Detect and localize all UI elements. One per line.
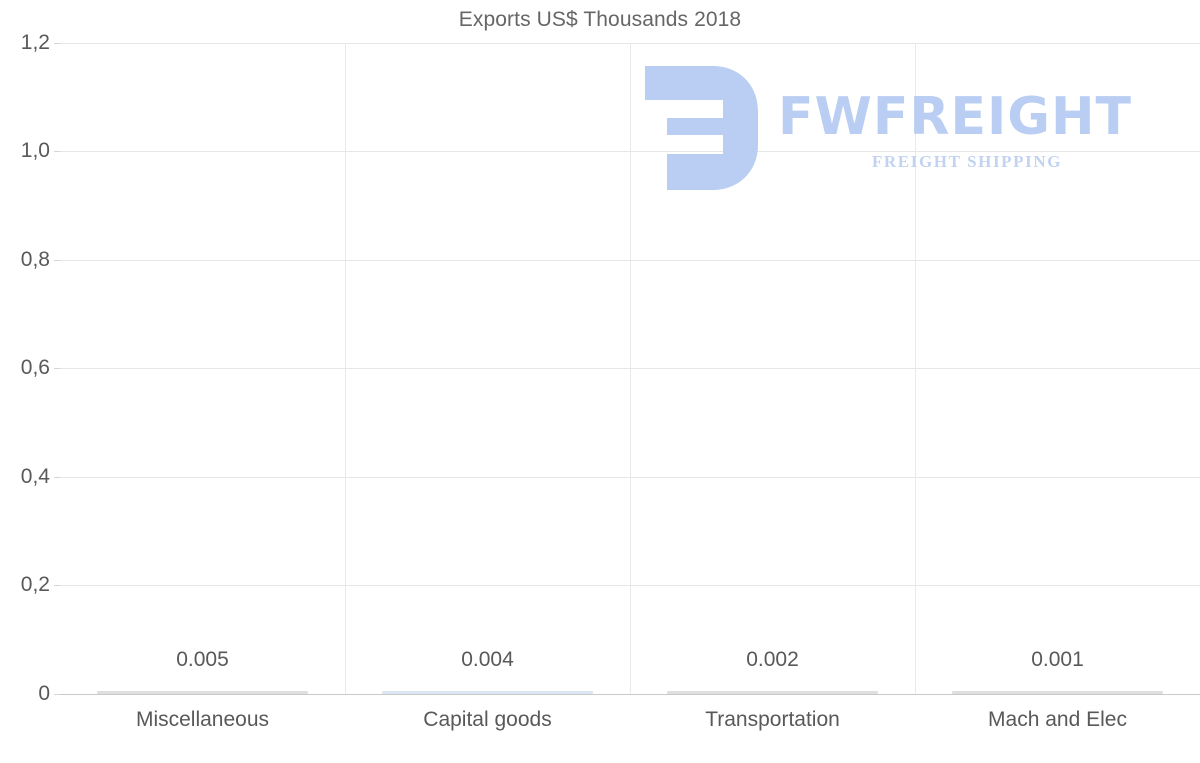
- xtick-label-miscellaneous: Miscellaneous: [135, 708, 270, 731]
- ytick-label-1.0: 1,0: [20, 139, 50, 162]
- bar-value-label: 0.001: [1031, 648, 1084, 671]
- ytick-label-0.2: 0,2: [20, 573, 50, 596]
- gridline-x-2: [630, 43, 631, 694]
- chart-title: Exports US$ Thousands 2018: [458, 8, 742, 31]
- bar-capital-goods[interactable]: [382, 691, 593, 694]
- xtick-label-mach-and-elec: Mach and Elec: [988, 708, 1127, 731]
- xtick-label-capital-goods: Capital goods: [423, 708, 552, 731]
- bar-slot-0: 0.005: [60, 43, 345, 694]
- ytick-label-0.6: 0,6: [20, 356, 50, 379]
- x-axis-labels: Miscellaneous Capital goods Transportati…: [60, 703, 1200, 743]
- ytick-label-1.2: 1,2: [20, 31, 50, 54]
- bar-mach-and-elec[interactable]: [952, 691, 1163, 694]
- xtick-label-transportation: Transportation: [705, 708, 840, 731]
- bar-slot-3: 0.001: [915, 43, 1200, 694]
- bar-miscellaneous[interactable]: [97, 691, 308, 694]
- ytick-label-0.8: 0,8: [20, 248, 50, 271]
- bar-value-label: 0.004: [461, 648, 514, 671]
- bar-slot-2: 0.002: [630, 43, 915, 694]
- x-axis-line: [60, 694, 1200, 695]
- ytick-mark-0.4: [54, 477, 60, 478]
- ytick-mark-1.2: [54, 43, 60, 44]
- bar-value-label: 0.005: [176, 648, 229, 671]
- ytick-mark-1.0: [54, 151, 60, 152]
- plot-area: [60, 43, 1200, 694]
- ytick-mark-0.6: [54, 368, 60, 369]
- gridline-x-3: [915, 43, 916, 694]
- ytick-mark-0.2: [54, 585, 60, 586]
- bar-value-label: 0.002: [746, 648, 799, 671]
- bar-slot-1: 0.004: [345, 43, 630, 694]
- ytick-mark-0: [54, 694, 60, 695]
- ytick-mark-0.8: [54, 260, 60, 261]
- ytick-label-0.4: 0,4: [20, 465, 50, 488]
- ytick-label-0: 0: [38, 682, 50, 705]
- bar-transportation[interactable]: [667, 691, 878, 694]
- bars-layer: 0.005 0.004 0.002 0.001: [60, 43, 1200, 694]
- y-axis-labels: 1,2 1,0 0,8 0,6 0,4 0,2 0: [0, 0, 52, 763]
- gridline-x-1: [345, 43, 346, 694]
